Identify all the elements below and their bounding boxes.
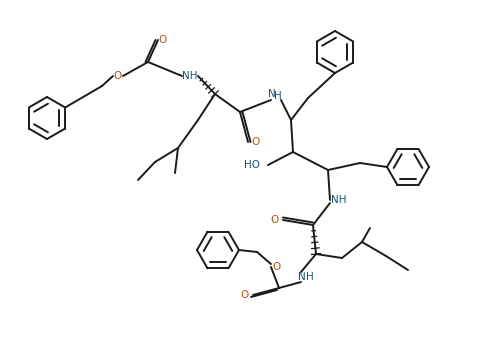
Text: H: H [274, 91, 282, 101]
Text: H: H [306, 272, 314, 282]
Text: O: O [241, 290, 249, 300]
Text: O: O [271, 215, 279, 225]
Text: NH: NH [182, 71, 198, 81]
Text: N: N [268, 89, 276, 99]
Text: O: O [273, 262, 281, 272]
Text: O: O [252, 137, 260, 147]
Text: N: N [298, 272, 306, 282]
Text: HO: HO [244, 160, 260, 170]
Text: O: O [114, 71, 122, 81]
Text: O: O [159, 35, 167, 45]
Text: NH: NH [331, 195, 347, 205]
